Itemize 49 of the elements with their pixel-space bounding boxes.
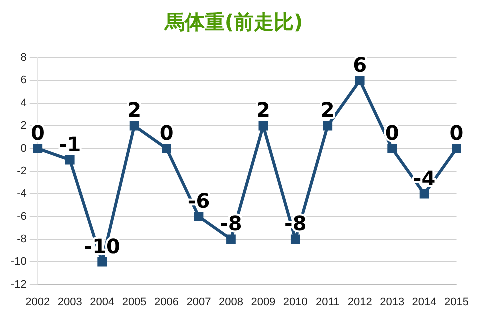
x-tick-label: 2015	[444, 296, 470, 308]
x-tick-label: 2006	[154, 296, 180, 308]
x-tick-label: 2004	[90, 296, 115, 308]
y-tick-label: -10	[10, 256, 27, 268]
x-tick-label: 2012	[348, 296, 372, 308]
y-tick-label: -12	[10, 278, 27, 291]
x-tick-label: 2007	[186, 296, 212, 308]
point	[162, 144, 172, 154]
chart-title: 馬体重(前走比)	[164, 10, 304, 34]
data-label: 6	[353, 52, 368, 77]
x-tick-label: 2009	[251, 296, 276, 308]
data-label: 2	[320, 98, 335, 122]
x-tick-label: 2008	[218, 296, 244, 308]
y-tick-label: -2	[17, 165, 27, 178]
y-tick-label: 2	[20, 120, 27, 132]
point	[323, 121, 333, 131]
data-label: 0	[450, 120, 464, 145]
x-tick-label: 2013	[380, 296, 405, 308]
x-tick-label: 2011	[316, 296, 340, 308]
point	[452, 144, 462, 154]
point	[258, 121, 268, 131]
point	[33, 144, 43, 154]
point	[98, 257, 108, 267]
data-label: 0	[160, 120, 174, 145]
point	[194, 212, 204, 222]
point	[130, 121, 140, 131]
point	[388, 144, 398, 154]
y-tick-label: 0	[20, 142, 27, 155]
data-label: -4	[413, 166, 436, 190]
x-tick-label: 2014	[412, 296, 437, 308]
point	[290, 234, 300, 244]
y-tick-label: -8	[17, 233, 27, 246]
data-label: 2	[128, 98, 142, 122]
data-label: 0	[385, 120, 400, 145]
y-tick-label: 4	[20, 97, 27, 110]
point	[355, 76, 365, 86]
y-tick-label: -6	[17, 210, 27, 223]
x-tick-label: 2005	[122, 296, 147, 308]
data-label: 2	[256, 98, 270, 122]
data-label: -1	[59, 132, 82, 156]
point	[65, 155, 75, 165]
y-tick-label: 8	[20, 52, 27, 64]
x-tick-label: 2010	[283, 296, 308, 308]
x-tick-label: 2003	[58, 296, 82, 308]
x-tick-label: 2002	[26, 296, 50, 308]
point	[420, 189, 430, 199]
y-tick-label: 6	[20, 74, 27, 87]
y-tick-label: -4	[17, 188, 27, 200]
point	[226, 234, 236, 244]
